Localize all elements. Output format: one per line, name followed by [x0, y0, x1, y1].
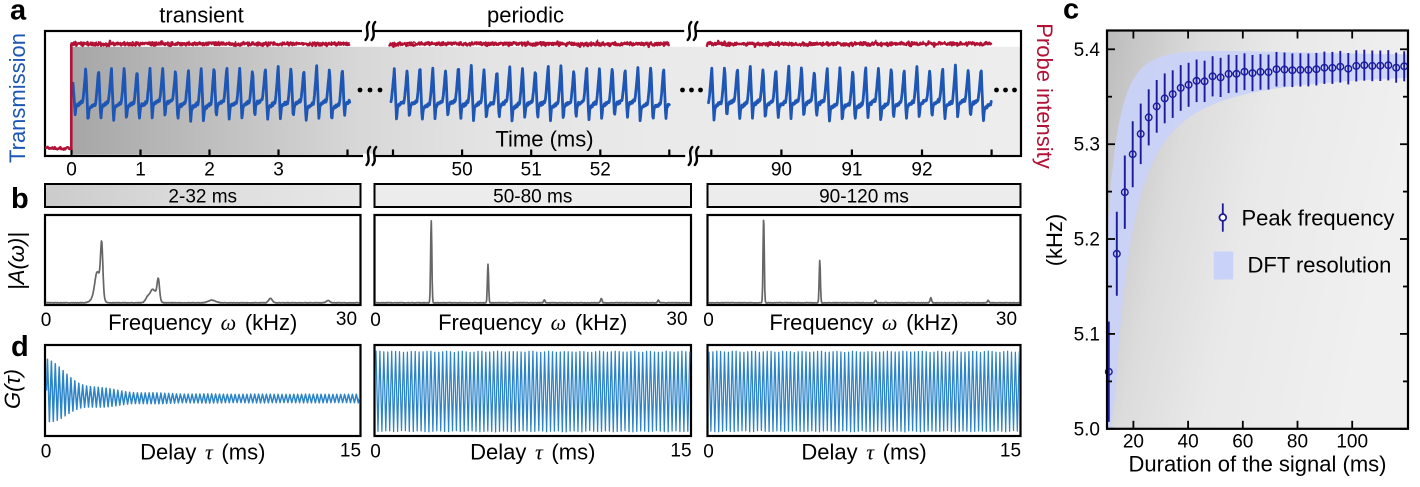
svg-text:d: d	[11, 331, 29, 363]
svg-text:5.2: 5.2	[1074, 230, 1100, 251]
svg-text:0: 0	[66, 160, 77, 181]
svg-text:0: 0	[41, 310, 52, 331]
svg-text:Frequency ω (kHz): Frequency ω (kHz)	[438, 310, 627, 335]
svg-text:90: 90	[771, 160, 792, 181]
svg-text:40: 40	[1178, 432, 1199, 453]
svg-text:b: b	[11, 183, 29, 215]
svg-text:Time (ms): Time (ms)	[495, 127, 593, 152]
svg-text:0: 0	[703, 442, 714, 463]
svg-text:91: 91	[841, 160, 862, 181]
svg-text:0: 0	[703, 310, 714, 331]
svg-text:5.0: 5.0	[1074, 419, 1100, 440]
svg-text:52: 52	[590, 160, 611, 181]
svg-text:5.3: 5.3	[1074, 135, 1100, 156]
svg-text:Delay τ (ms): Delay τ (ms)	[801, 440, 926, 465]
svg-text:2-32 ms: 2-32 ms	[168, 187, 237, 208]
svg-text:50-80 ms: 50-80 ms	[493, 187, 572, 208]
svg-text:Transmission: Transmission	[5, 33, 30, 163]
svg-text:periodic: periodic	[487, 3, 564, 28]
svg-text:92: 92	[911, 160, 932, 181]
svg-text:Frequency ω (kHz): Frequency ω (kHz)	[769, 310, 958, 335]
svg-text:15: 15	[670, 441, 691, 462]
svg-text:a: a	[10, 0, 27, 27]
svg-text:Delay τ (ms): Delay τ (ms)	[470, 440, 595, 465]
svg-text:15: 15	[1000, 441, 1021, 462]
svg-text:3: 3	[273, 160, 284, 181]
svg-text:DFT resolution: DFT resolution	[1248, 253, 1392, 278]
svg-text:Peak frequency: Peak frequency	[1242, 206, 1395, 231]
svg-text:60: 60	[1232, 432, 1253, 453]
svg-text:2: 2	[204, 160, 215, 181]
svg-text:51: 51	[521, 160, 542, 181]
svg-text:50: 50	[452, 160, 473, 181]
svg-text:100: 100	[1336, 432, 1368, 453]
svg-text:30: 30	[336, 309, 357, 330]
svg-text:5.1: 5.1	[1074, 324, 1100, 345]
svg-text:(kHz): (kHz)	[1042, 214, 1067, 267]
svg-text:0: 0	[370, 310, 381, 331]
svg-text:5.4: 5.4	[1074, 40, 1101, 61]
svg-text:Delay τ (ms): Delay τ (ms)	[140, 440, 265, 465]
svg-text:Duration of the signal (ms): Duration of the signal (ms)	[1129, 452, 1387, 477]
svg-text:80: 80	[1287, 432, 1308, 453]
svg-text:90-120 ms: 90-120 ms	[819, 187, 909, 208]
svg-text:G(τ): G(τ)	[0, 369, 25, 409]
svg-text:Probe intensity: Probe intensity	[1032, 23, 1057, 169]
svg-text:15: 15	[340, 441, 361, 462]
svg-text:transient: transient	[159, 3, 243, 28]
svg-text:c: c	[1063, 0, 1079, 26]
svg-text:30: 30	[996, 309, 1017, 330]
svg-text:|A(ω)|: |A(ω)|	[4, 232, 29, 290]
svg-text:30: 30	[666, 309, 687, 330]
svg-text:0: 0	[370, 442, 381, 463]
svg-text:0: 0	[41, 442, 52, 463]
svg-text:Frequency ω (kHz): Frequency ω (kHz)	[108, 310, 297, 335]
svg-text:20: 20	[1123, 432, 1144, 453]
svg-text:1: 1	[135, 160, 146, 181]
